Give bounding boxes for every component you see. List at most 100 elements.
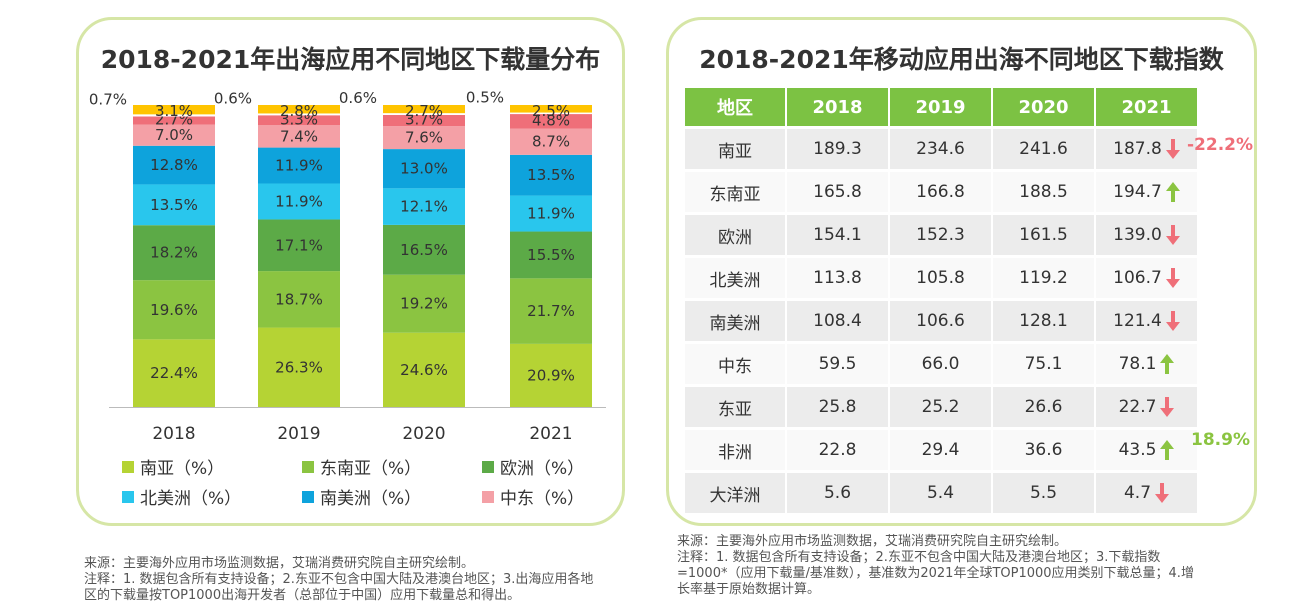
data-label: 13.5% <box>527 166 575 184</box>
bar-segment <box>258 125 340 148</box>
bar-segment <box>258 183 340 220</box>
value-2019-cell: 152.3 <box>890 215 991 255</box>
data-label: 0.6% <box>339 89 377 107</box>
right-footnote: 来源：主要海外应用市场监测数据，艾瑞消费研究院自主研究绘制。 注释：1. 数据包… <box>677 534 1257 598</box>
legend-swatch <box>302 460 314 473</box>
value-2020-cell: 36.6 <box>993 430 1094 470</box>
bar-segment <box>258 105 340 114</box>
value-2021-cell: 139.0 <box>1096 215 1197 255</box>
legend-swatch <box>122 490 134 503</box>
data-label: 2.5% <box>532 102 570 120</box>
bar-segment <box>133 114 215 117</box>
data-label: 13.5% <box>150 196 198 214</box>
value-2018-cell: 154.1 <box>787 215 888 255</box>
header-2020: 2020 <box>993 88 1094 126</box>
bar-segment <box>510 114 592 129</box>
bar-segment <box>258 113 340 116</box>
legend-label: 南亚（%） <box>140 459 225 479</box>
data-label: 0.6% <box>214 89 252 107</box>
chart-title: 2018-2021年出海应用不同地区下载量分布 <box>100 45 601 74</box>
value-2021: 187.8 <box>1113 139 1162 159</box>
value-2021: 121.4 <box>1113 311 1162 331</box>
download-index-table: 地区 2018 2019 2020 2021 南亚 189.3 234.6 241.6… <box>683 85 1199 516</box>
value-2021-cell: 78.1 <box>1096 344 1197 384</box>
bar-segment <box>510 112 592 115</box>
value-2020-cell: 241.6 <box>993 129 1094 169</box>
bar-segment <box>510 154 592 196</box>
value-2021: 78.1 <box>1118 354 1157 374</box>
legend-swatch <box>122 460 134 473</box>
bar-segment <box>133 116 215 125</box>
value-2018-cell: 25.8 <box>787 387 888 427</box>
arrow-down-icon <box>1165 268 1180 288</box>
bar-segment <box>258 115 340 126</box>
region-cell: 南美洲 <box>685 301 785 341</box>
table-row: 大洋洲 5.6 5.4 5.5 4.7 <box>685 473 1197 513</box>
table-row: 欧洲 154.1 152.3 161.5 139.0 <box>685 215 1197 255</box>
value-2021-cell: 106.7 <box>1096 258 1197 298</box>
bar-segment <box>258 271 340 328</box>
value-2018-cell: 22.8 <box>787 430 888 470</box>
data-label: 2.7% <box>405 102 443 120</box>
data-label: 7.4% <box>280 127 318 145</box>
bar-segment <box>133 105 215 115</box>
bar-segment <box>383 224 465 275</box>
value-2019-cell: 29.4 <box>890 430 991 470</box>
value-2020-cell: 26.6 <box>993 387 1094 427</box>
header-region: 地区 <box>685 88 785 126</box>
left-note-line2: 区的下载量按TOP1000出海开发者（总部位于中国）应用下载量总和得出。 <box>84 588 521 603</box>
value-2021: 194.7 <box>1113 182 1162 202</box>
table-row: 非洲 22.8 29.4 36.6 43.5 <box>685 430 1197 470</box>
region-cell: 东亚 <box>685 387 785 427</box>
legend-item: 南亚（%） <box>122 454 224 479</box>
x-tick-label: 2020 <box>402 424 445 444</box>
data-label: 11.9% <box>275 157 323 175</box>
data-label: 3.7% <box>405 111 443 129</box>
arrow-up-icon <box>1160 440 1175 460</box>
value-2021: 22.7 <box>1118 397 1157 417</box>
left-footnote: 来源：主要海外应用市场监测数据，艾瑞消费研究院自主研究绘制。 注释：1. 数据包… <box>84 556 664 604</box>
bar-segment <box>133 339 215 407</box>
value-2020-cell: 188.5 <box>993 172 1094 212</box>
table-row: 南亚 189.3 234.6 241.6 187.8 <box>685 129 1197 169</box>
bar-segment <box>510 105 592 113</box>
data-label: 26.3% <box>275 358 323 376</box>
data-label: 0.7% <box>89 90 127 108</box>
data-label: 3.1% <box>155 102 193 120</box>
data-label: 8.7% <box>532 133 570 151</box>
table-row: 南美洲 108.4 106.6 128.1 121.4 <box>685 301 1197 341</box>
table-header-row: 地区 2018 2019 2020 2021 <box>685 88 1197 126</box>
left-note-line1: 注释：1. 数据包含所有支持设备；2.东亚不包含中国大陆及港澳台地区；3.出海应… <box>84 572 594 587</box>
value-2020-cell: 5.5 <box>993 473 1094 513</box>
value-2021: 139.0 <box>1113 225 1162 245</box>
header-2018: 2018 <box>787 88 888 126</box>
bar-segment <box>383 149 465 189</box>
data-label: 17.1% <box>275 236 323 254</box>
x-tick-label: 2021 <box>529 424 572 444</box>
download-distribution-panel: 2018-2021年出海应用不同地区下载量分布 22.4% 19.6% 18.2% 1… <box>76 17 625 526</box>
legend-label: 南美洲（%） <box>320 489 422 509</box>
data-label: 11.9% <box>275 192 323 210</box>
value-2019-cell: 66.0 <box>890 344 991 384</box>
value-2018-cell: 5.6 <box>787 473 888 513</box>
data-label: 21.7% <box>527 302 575 320</box>
value-2021: 106.7 <box>1113 268 1162 288</box>
value-2019-cell: 106.6 <box>890 301 991 341</box>
bar-segment <box>383 332 465 407</box>
data-label: 7.6% <box>405 129 443 147</box>
data-label: 0.5% <box>466 89 504 107</box>
legend-swatch <box>302 490 314 503</box>
value-2021-cell: 22.7 <box>1096 387 1197 427</box>
bar-segment <box>383 274 465 333</box>
header-2019: 2019 <box>890 88 991 126</box>
right-note-line1: 注释：1. 数据包含所有支持设备；2.东亚不包含中国大陆及港澳台地区；3.下载指… <box>677 550 1161 565</box>
bar-segment <box>510 278 592 344</box>
bar-segment <box>383 114 465 127</box>
data-label: 20.9% <box>527 366 575 384</box>
value-2018-cell: 113.8 <box>787 258 888 298</box>
data-label: 15.5% <box>527 246 575 264</box>
bar-segment <box>258 327 340 407</box>
value-2018-cell: 59.5 <box>787 344 888 384</box>
south-asia-growth-callout: -22.2% <box>1187 135 1254 155</box>
table-row: 东亚 25.8 25.2 26.6 22.7 <box>685 387 1197 427</box>
